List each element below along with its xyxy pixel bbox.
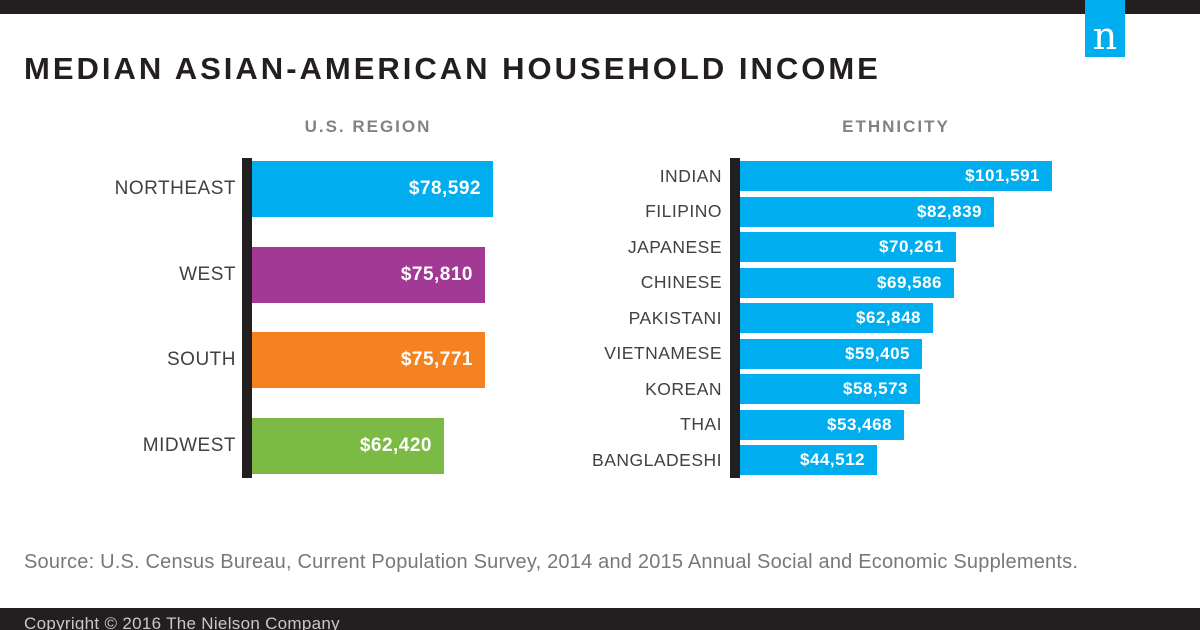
bar: $69,586	[740, 267, 954, 298]
category-label: KOREAN	[645, 378, 722, 399]
bar: $62,848	[740, 303, 933, 333]
value-label: $59,405	[845, 343, 910, 363]
top-bar	[0, 0, 1200, 14]
bar-row: KOREAN $58,573	[0, 374, 1052, 404]
value-label: $70,261	[879, 237, 944, 256]
page-title: MEDIAN ASIAN-AMERICAN HOUSEHOLD INCOME	[24, 51, 881, 86]
axis-spacer	[730, 374, 740, 404]
bar-row: JAPANESE $70,261	[0, 232, 1052, 262]
category-label: FILIPINO	[645, 201, 722, 221]
bar: $53,468	[740, 409, 904, 440]
region-axis-line	[242, 158, 252, 478]
category-label: PAKISTANI	[628, 307, 722, 328]
value-label: $58,573	[843, 379, 908, 398]
category-label: INDIAN	[659, 165, 722, 186]
bar-row: NORTHEAST $78,592	[0, 161, 493, 217]
value-label: $53,468	[827, 414, 892, 434]
bar: $44,512	[740, 445, 877, 475]
footer-bar: Copyright © 2016 The Nielson Company	[0, 608, 1200, 630]
value-label: $101,591	[965, 166, 1040, 185]
category-label: SOUTH	[167, 349, 236, 370]
bar-row: CHINESE $69,586	[0, 267, 1052, 298]
bar-row: VIETNAMESE $59,405	[0, 338, 1052, 369]
value-label: $78,592	[408, 178, 481, 199]
axis-spacer	[730, 410, 740, 440]
ethnicity-axis-line	[730, 158, 740, 478]
category-label: CHINESE	[640, 272, 722, 292]
value-label: $75,810	[400, 263, 473, 285]
bar-row: THAI $53,468	[0, 409, 1052, 440]
bar: $59,405	[740, 338, 922, 369]
bar-row: SOUTH $75,771	[0, 332, 493, 388]
bar: $75,810	[252, 246, 485, 303]
value-label: $69,586	[877, 272, 942, 292]
source-note: Source: U.S. Census Bureau, Current Popu…	[24, 551, 1079, 573]
bar: $78,592	[252, 161, 493, 217]
region-chart: NORTHEAST $78,592 WEST $75,810 SOUTH $75,771 M…	[0, 161, 493, 503]
nielsen-logo: n	[1085, 0, 1125, 57]
value-label: $44,512	[800, 450, 865, 469]
bar: $58,573	[740, 374, 920, 404]
bar-row: WEST $75,810	[0, 246, 493, 303]
bar-row: FILIPINO $82,839	[0, 196, 1052, 227]
axis-spacer	[730, 445, 740, 475]
ethnicity-chart-title: ETHNICITY	[842, 117, 950, 136]
category-label: WEST	[179, 263, 236, 285]
bar: $82,839	[740, 196, 994, 227]
value-label: $82,839	[917, 201, 982, 221]
axis-spacer	[730, 197, 740, 227]
axis-spacer	[730, 161, 740, 191]
ethnicity-chart: INDIAN $101,591 FILIPINO $82,839 JAPANESE $70…	[0, 161, 1052, 481]
copyright-text: Copyright © 2016 The Nielson Company	[24, 614, 340, 630]
axis-spacer	[730, 303, 740, 333]
bar: $101,591	[740, 161, 1052, 191]
value-label: $62,420	[359, 434, 432, 456]
category-label: MIDWEST	[142, 434, 236, 456]
category-label: JAPANESE	[627, 236, 722, 257]
bar: $75,771	[252, 332, 485, 388]
bar: $62,420	[252, 417, 444, 474]
axis-spacer	[730, 339, 740, 369]
axis-spacer	[730, 268, 740, 298]
bar-row: MIDWEST $62,420	[0, 417, 493, 474]
nielsen-logo-letter: n	[1092, 14, 1118, 59]
category-label: NORTHEAST	[114, 178, 236, 199]
region-chart-title: U.S. REGION	[304, 117, 432, 136]
bar-row: BANGLADESHI $44,512	[0, 445, 1052, 475]
bar: $70,261	[740, 232, 956, 262]
category-label: THAI	[680, 414, 722, 434]
bar-row: PAKISTANI $62,848	[0, 303, 1052, 333]
category-label: BANGLADESHI	[592, 449, 722, 470]
bar-row: INDIAN $101,591	[0, 161, 1052, 191]
category-label: VIETNAMESE	[604, 343, 722, 363]
value-label: $75,771	[400, 349, 473, 370]
value-label: $62,848	[856, 308, 921, 327]
axis-spacer	[730, 232, 740, 262]
